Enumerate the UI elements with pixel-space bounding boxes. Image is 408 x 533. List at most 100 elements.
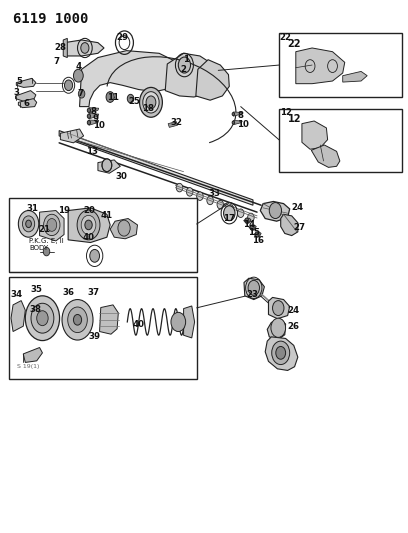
Text: 22: 22 — [279, 33, 292, 42]
Text: 40: 40 — [133, 320, 145, 328]
Text: 14: 14 — [243, 221, 255, 229]
Polygon shape — [267, 319, 286, 340]
Polygon shape — [18, 99, 37, 108]
Polygon shape — [59, 131, 253, 205]
Circle shape — [237, 209, 244, 217]
Circle shape — [25, 296, 60, 341]
Text: 28: 28 — [54, 44, 67, 52]
Polygon shape — [165, 53, 218, 97]
Circle shape — [171, 312, 186, 332]
Text: 2: 2 — [181, 66, 186, 74]
Text: 8: 8 — [238, 111, 244, 119]
Circle shape — [248, 280, 259, 295]
Polygon shape — [311, 145, 340, 167]
Polygon shape — [19, 293, 144, 345]
Text: 10: 10 — [237, 120, 249, 128]
Circle shape — [255, 232, 259, 237]
Circle shape — [197, 192, 203, 200]
Text: 8: 8 — [90, 108, 96, 116]
Circle shape — [47, 219, 57, 231]
Text: 32: 32 — [170, 118, 182, 127]
Circle shape — [207, 196, 213, 205]
Text: S 19(1): S 19(1) — [17, 364, 40, 369]
Polygon shape — [89, 114, 99, 119]
Circle shape — [62, 300, 93, 340]
Text: 41: 41 — [101, 211, 113, 220]
Circle shape — [73, 314, 82, 325]
Circle shape — [43, 247, 50, 256]
Text: 27: 27 — [294, 223, 306, 232]
Circle shape — [73, 69, 83, 82]
Circle shape — [64, 80, 73, 91]
Circle shape — [178, 57, 191, 73]
Text: 30: 30 — [115, 173, 128, 181]
Circle shape — [78, 90, 85, 98]
Polygon shape — [196, 60, 229, 100]
Text: 34: 34 — [10, 290, 22, 298]
Text: 33: 33 — [208, 189, 220, 198]
Text: 19: 19 — [58, 206, 71, 214]
Polygon shape — [244, 218, 251, 223]
Bar — [9, 198, 197, 272]
Circle shape — [271, 318, 286, 337]
Circle shape — [31, 303, 54, 333]
Circle shape — [44, 214, 60, 236]
Polygon shape — [11, 301, 25, 332]
Circle shape — [81, 215, 96, 235]
Bar — [9, 277, 197, 379]
Circle shape — [186, 188, 193, 196]
Bar — [279, 109, 402, 172]
Circle shape — [143, 92, 159, 113]
Text: 38: 38 — [30, 305, 42, 313]
Circle shape — [77, 210, 100, 240]
Text: 24: 24 — [288, 306, 300, 314]
Circle shape — [248, 213, 254, 222]
Text: 31: 31 — [27, 205, 39, 213]
Text: 5: 5 — [16, 77, 22, 85]
Circle shape — [146, 96, 156, 109]
Polygon shape — [98, 160, 120, 173]
Circle shape — [87, 114, 91, 118]
Circle shape — [106, 92, 114, 102]
Text: 7: 7 — [77, 90, 84, 98]
Circle shape — [140, 87, 162, 117]
Text: 9: 9 — [93, 114, 99, 123]
Text: 16: 16 — [252, 237, 264, 245]
Text: P.K.G. E, II
BODY: P.K.G. E, II BODY — [29, 238, 64, 251]
Text: 29: 29 — [116, 34, 129, 42]
Circle shape — [227, 205, 234, 213]
Circle shape — [273, 301, 284, 316]
Polygon shape — [89, 120, 99, 125]
Text: 35: 35 — [30, 286, 42, 294]
Polygon shape — [281, 214, 298, 236]
Text: 7: 7 — [53, 57, 60, 66]
Polygon shape — [64, 40, 104, 56]
Text: 37: 37 — [87, 288, 99, 296]
Text: 13: 13 — [86, 148, 98, 156]
Circle shape — [22, 216, 35, 232]
Polygon shape — [100, 305, 118, 334]
Polygon shape — [80, 51, 182, 107]
Polygon shape — [268, 297, 290, 319]
Polygon shape — [60, 129, 84, 143]
Circle shape — [18, 211, 39, 237]
Circle shape — [87, 108, 91, 112]
Circle shape — [269, 203, 282, 219]
Polygon shape — [302, 121, 328, 149]
Polygon shape — [16, 91, 36, 101]
Circle shape — [245, 218, 249, 223]
Polygon shape — [260, 201, 290, 221]
Polygon shape — [168, 122, 177, 127]
Polygon shape — [343, 71, 367, 82]
Polygon shape — [23, 348, 42, 362]
Circle shape — [232, 112, 235, 116]
Text: 1: 1 — [183, 55, 188, 63]
Circle shape — [224, 206, 235, 221]
Circle shape — [272, 341, 290, 365]
Circle shape — [68, 307, 87, 333]
Circle shape — [250, 225, 254, 230]
Polygon shape — [249, 225, 256, 230]
Circle shape — [85, 220, 92, 230]
Text: 11: 11 — [107, 93, 120, 101]
Text: 18: 18 — [142, 104, 154, 113]
